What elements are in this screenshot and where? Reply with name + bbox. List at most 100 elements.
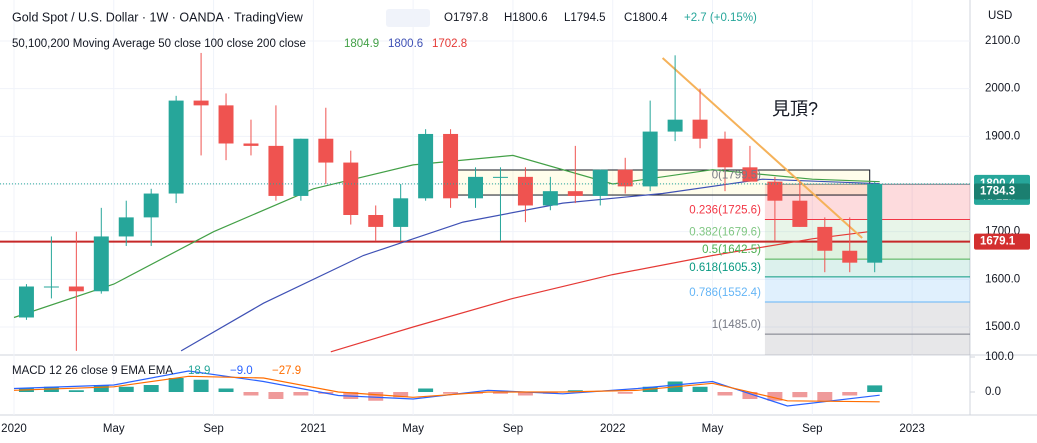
- macd-signal: [13, 375, 880, 403]
- indicator-title: 50,100,200 Moving Average 50 close 100 c…: [12, 38, 306, 50]
- y-tick-label: 1900.0: [985, 130, 1020, 142]
- candle-body: [68, 286, 84, 292]
- macd-bar: [368, 392, 384, 401]
- candle-body: [243, 143, 259, 146]
- currency-label[interactable]: USD: [988, 10, 1012, 22]
- x-tick-label: Sep: [203, 423, 223, 435]
- candle-body: [692, 119, 708, 139]
- ohlc-change: +2.7 (+0.15%): [684, 12, 757, 24]
- macd-bar: [193, 379, 209, 393]
- ohlc-close: C1800.4: [624, 12, 668, 24]
- ma-value: 1804.9: [344, 38, 379, 50]
- macd-bar: [243, 392, 259, 396]
- macd-bar: [517, 392, 533, 396]
- macd-bar: [842, 392, 858, 396]
- macd-bar: [68, 390, 84, 393]
- ma-value: 1800.6: [388, 38, 423, 50]
- candle-body: [318, 138, 334, 163]
- candle-body: [817, 226, 833, 251]
- ohlc-low: L1794.5: [564, 12, 606, 24]
- macd-bar: [218, 388, 234, 393]
- x-tick-label: 2022: [600, 423, 626, 435]
- candle-body: [93, 236, 109, 292]
- macd-value: −9.0: [230, 365, 253, 377]
- macd-bar: [717, 392, 733, 396]
- fib-label: 0.786(1552.4): [689, 287, 761, 299]
- range-box: [455, 169, 871, 196]
- macd-value: −27.9: [272, 365, 301, 377]
- candle-body: [767, 181, 783, 201]
- candle-body: [118, 217, 134, 237]
- candle-body: [742, 167, 758, 182]
- macd-bar: [143, 385, 159, 393]
- price-badge: [974, 233, 1030, 250]
- symbol-buttons[interactable]: [386, 9, 430, 27]
- candle-body: [18, 286, 34, 318]
- candle-body: [193, 100, 209, 106]
- y-tick-label: 2000.0: [985, 83, 1020, 95]
- y-tick-label: 1500.0: [985, 321, 1020, 333]
- moving-average: [330, 229, 880, 353]
- x-tick-label: 2020: [1, 423, 27, 435]
- macd-title: MACD 12 26 close 9 EMA EMA: [12, 365, 173, 377]
- plot-layer: [0, 0, 970, 415]
- candle-body: [43, 286, 59, 288]
- fib-zone: [764, 334, 970, 355]
- x-tick-label: May: [103, 423, 125, 435]
- x-tick-label: May: [702, 423, 724, 435]
- y-tick-label: 1600.0: [985, 273, 1020, 285]
- price-badge: [974, 183, 1030, 200]
- macd-bar: [867, 385, 883, 393]
- macd-bar: [418, 388, 434, 393]
- ohlc-high: H1800.6: [504, 12, 547, 24]
- macd-bar: [742, 392, 758, 400]
- chart-title: Gold Spot / U.S. Dollar · 1W · OANDA · T…: [12, 10, 304, 24]
- fib-label: 0.618(1605.3): [689, 262, 761, 274]
- candle-body: [592, 169, 608, 196]
- x-tick-label: May: [402, 423, 424, 435]
- moving-average: [13, 154, 880, 319]
- candle-body: [717, 138, 733, 168]
- candle-body: [143, 193, 159, 218]
- ma-value: 1702.8: [432, 38, 467, 50]
- candle-body: [617, 169, 633, 187]
- candle-body: [792, 200, 808, 227]
- fib-label: 0.382(1679.6): [689, 226, 761, 238]
- macd-bar: [617, 392, 633, 394]
- x-tick-label: 2023: [899, 423, 925, 435]
- macd-bar: [767, 392, 783, 401]
- fib-label: 0(1799.5): [712, 169, 761, 181]
- candle-body: [517, 176, 533, 206]
- candle-body: [867, 184, 883, 263]
- candle-body: [393, 198, 409, 227]
- x-tick-label: Sep: [503, 423, 523, 435]
- candle-body: [492, 176, 508, 178]
- fib-zone: [764, 276, 970, 303]
- macd-bar: [492, 392, 508, 394]
- macd-bar: [443, 392, 459, 394]
- candle-body: [268, 145, 284, 196]
- trendline: [661, 57, 863, 239]
- macd-bar: [168, 378, 184, 393]
- macd-bar: [692, 386, 708, 393]
- macd-bar: [393, 392, 409, 398]
- ohlc-open: O1797.8: [444, 12, 488, 24]
- candle-body: [842, 250, 858, 263]
- fib-label: 1(1485.0): [712, 319, 761, 331]
- price-badge-label: 1784.3: [980, 186, 1015, 198]
- fib-label: 0.5(1642.5): [702, 244, 761, 256]
- macd-tick-label: 0.0: [985, 386, 1001, 398]
- candle-body: [443, 133, 459, 199]
- annotation: 見頂?: [772, 99, 818, 119]
- y-tick-label: 2100.0: [985, 35, 1020, 47]
- macd-bar: [792, 392, 808, 398]
- macd-value: 18.9: [188, 365, 210, 377]
- macd-bar: [268, 392, 284, 400]
- x-tick-label: 2021: [301, 423, 327, 435]
- price-badge-label: 1679.1: [980, 236, 1016, 248]
- macd-bar: [817, 392, 833, 401]
- candle-body: [293, 138, 309, 196]
- candle-body: [667, 119, 683, 132]
